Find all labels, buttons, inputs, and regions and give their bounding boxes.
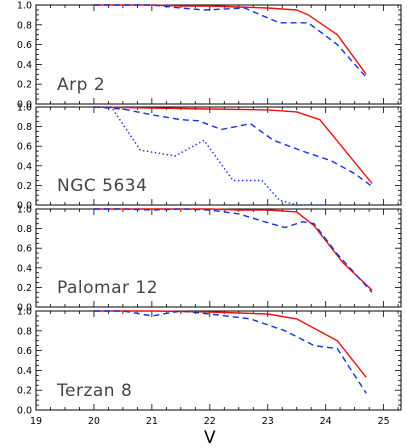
x-tick-label: 24 bbox=[320, 416, 332, 427]
panel-4: 0.0 0.2 0.4 0.6 0.8 1.0 Terzan 8 bbox=[17, 307, 402, 417]
y-tick-label: 0.0 bbox=[17, 406, 32, 417]
series-red-solid-line bbox=[93, 4, 367, 75]
x-tick-label: 21 bbox=[146, 416, 158, 427]
y-tick-label: 0.4 bbox=[17, 161, 32, 172]
y-tick-label: 0.8 bbox=[17, 326, 32, 337]
y-tick-label: 0.0 bbox=[17, 201, 32, 212]
x-axis-title: V bbox=[204, 428, 216, 448]
x-tick-label: 22 bbox=[204, 416, 216, 427]
series-blue-dashed-line bbox=[93, 4, 367, 78]
y-tick-label: 0.2 bbox=[17, 386, 32, 397]
series-red-solid-line bbox=[93, 310, 367, 378]
y-tick-label: 0.8 bbox=[17, 20, 32, 31]
panel-1: 0.0 0.2 0.4 0.6 0.8 1.0 Arp 2 bbox=[17, 1, 402, 111]
y-tick-label: 0.6 bbox=[17, 244, 32, 255]
y-tick-label: 1.0 bbox=[17, 1, 32, 12]
y-tick-label: 0.0 bbox=[17, 303, 32, 314]
series-blue-dashed-line bbox=[93, 310, 367, 394]
panel-label: Arp 2 bbox=[57, 75, 105, 95]
y-tick-label: 0.8 bbox=[17, 224, 32, 235]
x-tick-label: 23 bbox=[262, 416, 274, 427]
x-tick-label: 19 bbox=[30, 416, 42, 427]
y-tick-label: 1.0 bbox=[17, 307, 32, 318]
panel-label: Palomar 12 bbox=[57, 278, 158, 298]
series-blue-dashed-line bbox=[93, 208, 373, 293]
y-tick-label: 0.4 bbox=[17, 60, 32, 71]
panel-2: 0.0 0.2 0.4 0.6 0.8 1.0 NGC 5634 bbox=[17, 103, 402, 212]
series-red-solid-line bbox=[93, 106, 373, 184]
y-tick-label: 0.4 bbox=[17, 366, 32, 377]
y-tick-label: 0.8 bbox=[17, 122, 32, 133]
y-tick-label: 0.2 bbox=[17, 80, 32, 91]
y-tick-label: 0.6 bbox=[17, 142, 32, 153]
y-tick-label: 0.6 bbox=[17, 346, 32, 357]
y-tick-label: 0.4 bbox=[17, 263, 32, 274]
y-tick-label: 0.0 bbox=[17, 100, 32, 111]
panel-3: 0.0 0.2 0.4 0.6 0.8 1.0 Palomar 12 bbox=[17, 205, 402, 314]
x-tick-label: 20 bbox=[88, 416, 100, 427]
y-tick-label: 0.2 bbox=[17, 181, 32, 192]
panel-label: Terzan 8 bbox=[56, 381, 132, 401]
y-tick-label: 1.0 bbox=[17, 205, 32, 216]
y-tick-label: 0.6 bbox=[17, 40, 32, 51]
y-tick-label: 0.2 bbox=[17, 283, 32, 294]
x-tick-label: 25 bbox=[378, 416, 390, 427]
panel-label: NGC 5634 bbox=[57, 176, 147, 196]
y-tick-label: 1.0 bbox=[17, 103, 32, 114]
series-blue-dashed-line bbox=[93, 106, 373, 187]
series-red-solid-line bbox=[93, 208, 373, 291]
